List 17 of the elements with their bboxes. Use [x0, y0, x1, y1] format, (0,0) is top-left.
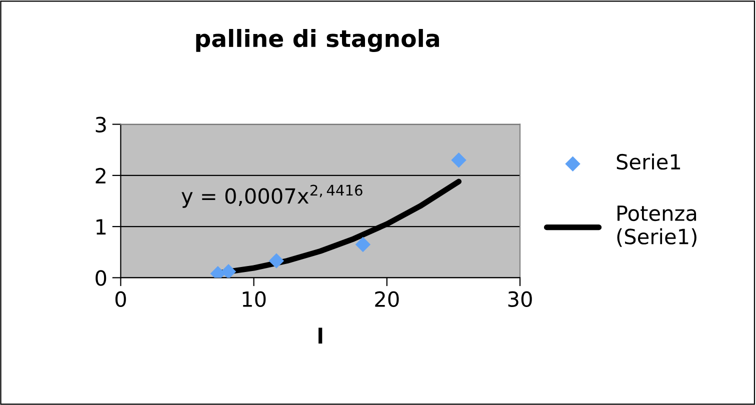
annotation: y = 0,0007x$^{2,4416}$	[182, 184, 362, 208]
x-tick-label: 20	[375, 291, 399, 308]
y-tick-label: 0	[96, 270, 106, 286]
point	[451, 152, 466, 168]
point	[268, 253, 284, 268]
chart-title: palline di stagnola	[196, 28, 439, 52]
point	[220, 264, 236, 278]
legend-label: Serie1	[616, 154, 680, 170]
x-tick-label: 0	[115, 291, 126, 308]
x-axis-title: l	[318, 328, 322, 344]
y-tick-label: 2	[96, 168, 106, 184]
y-tick-label: 3	[96, 116, 106, 133]
point	[355, 236, 371, 252]
legend-label: Potenza (Serie1)	[617, 206, 696, 247]
y-tick-label: 1	[96, 219, 106, 234]
x-tick-label: 10	[242, 291, 266, 308]
x-tick-label: 30	[508, 291, 532, 308]
